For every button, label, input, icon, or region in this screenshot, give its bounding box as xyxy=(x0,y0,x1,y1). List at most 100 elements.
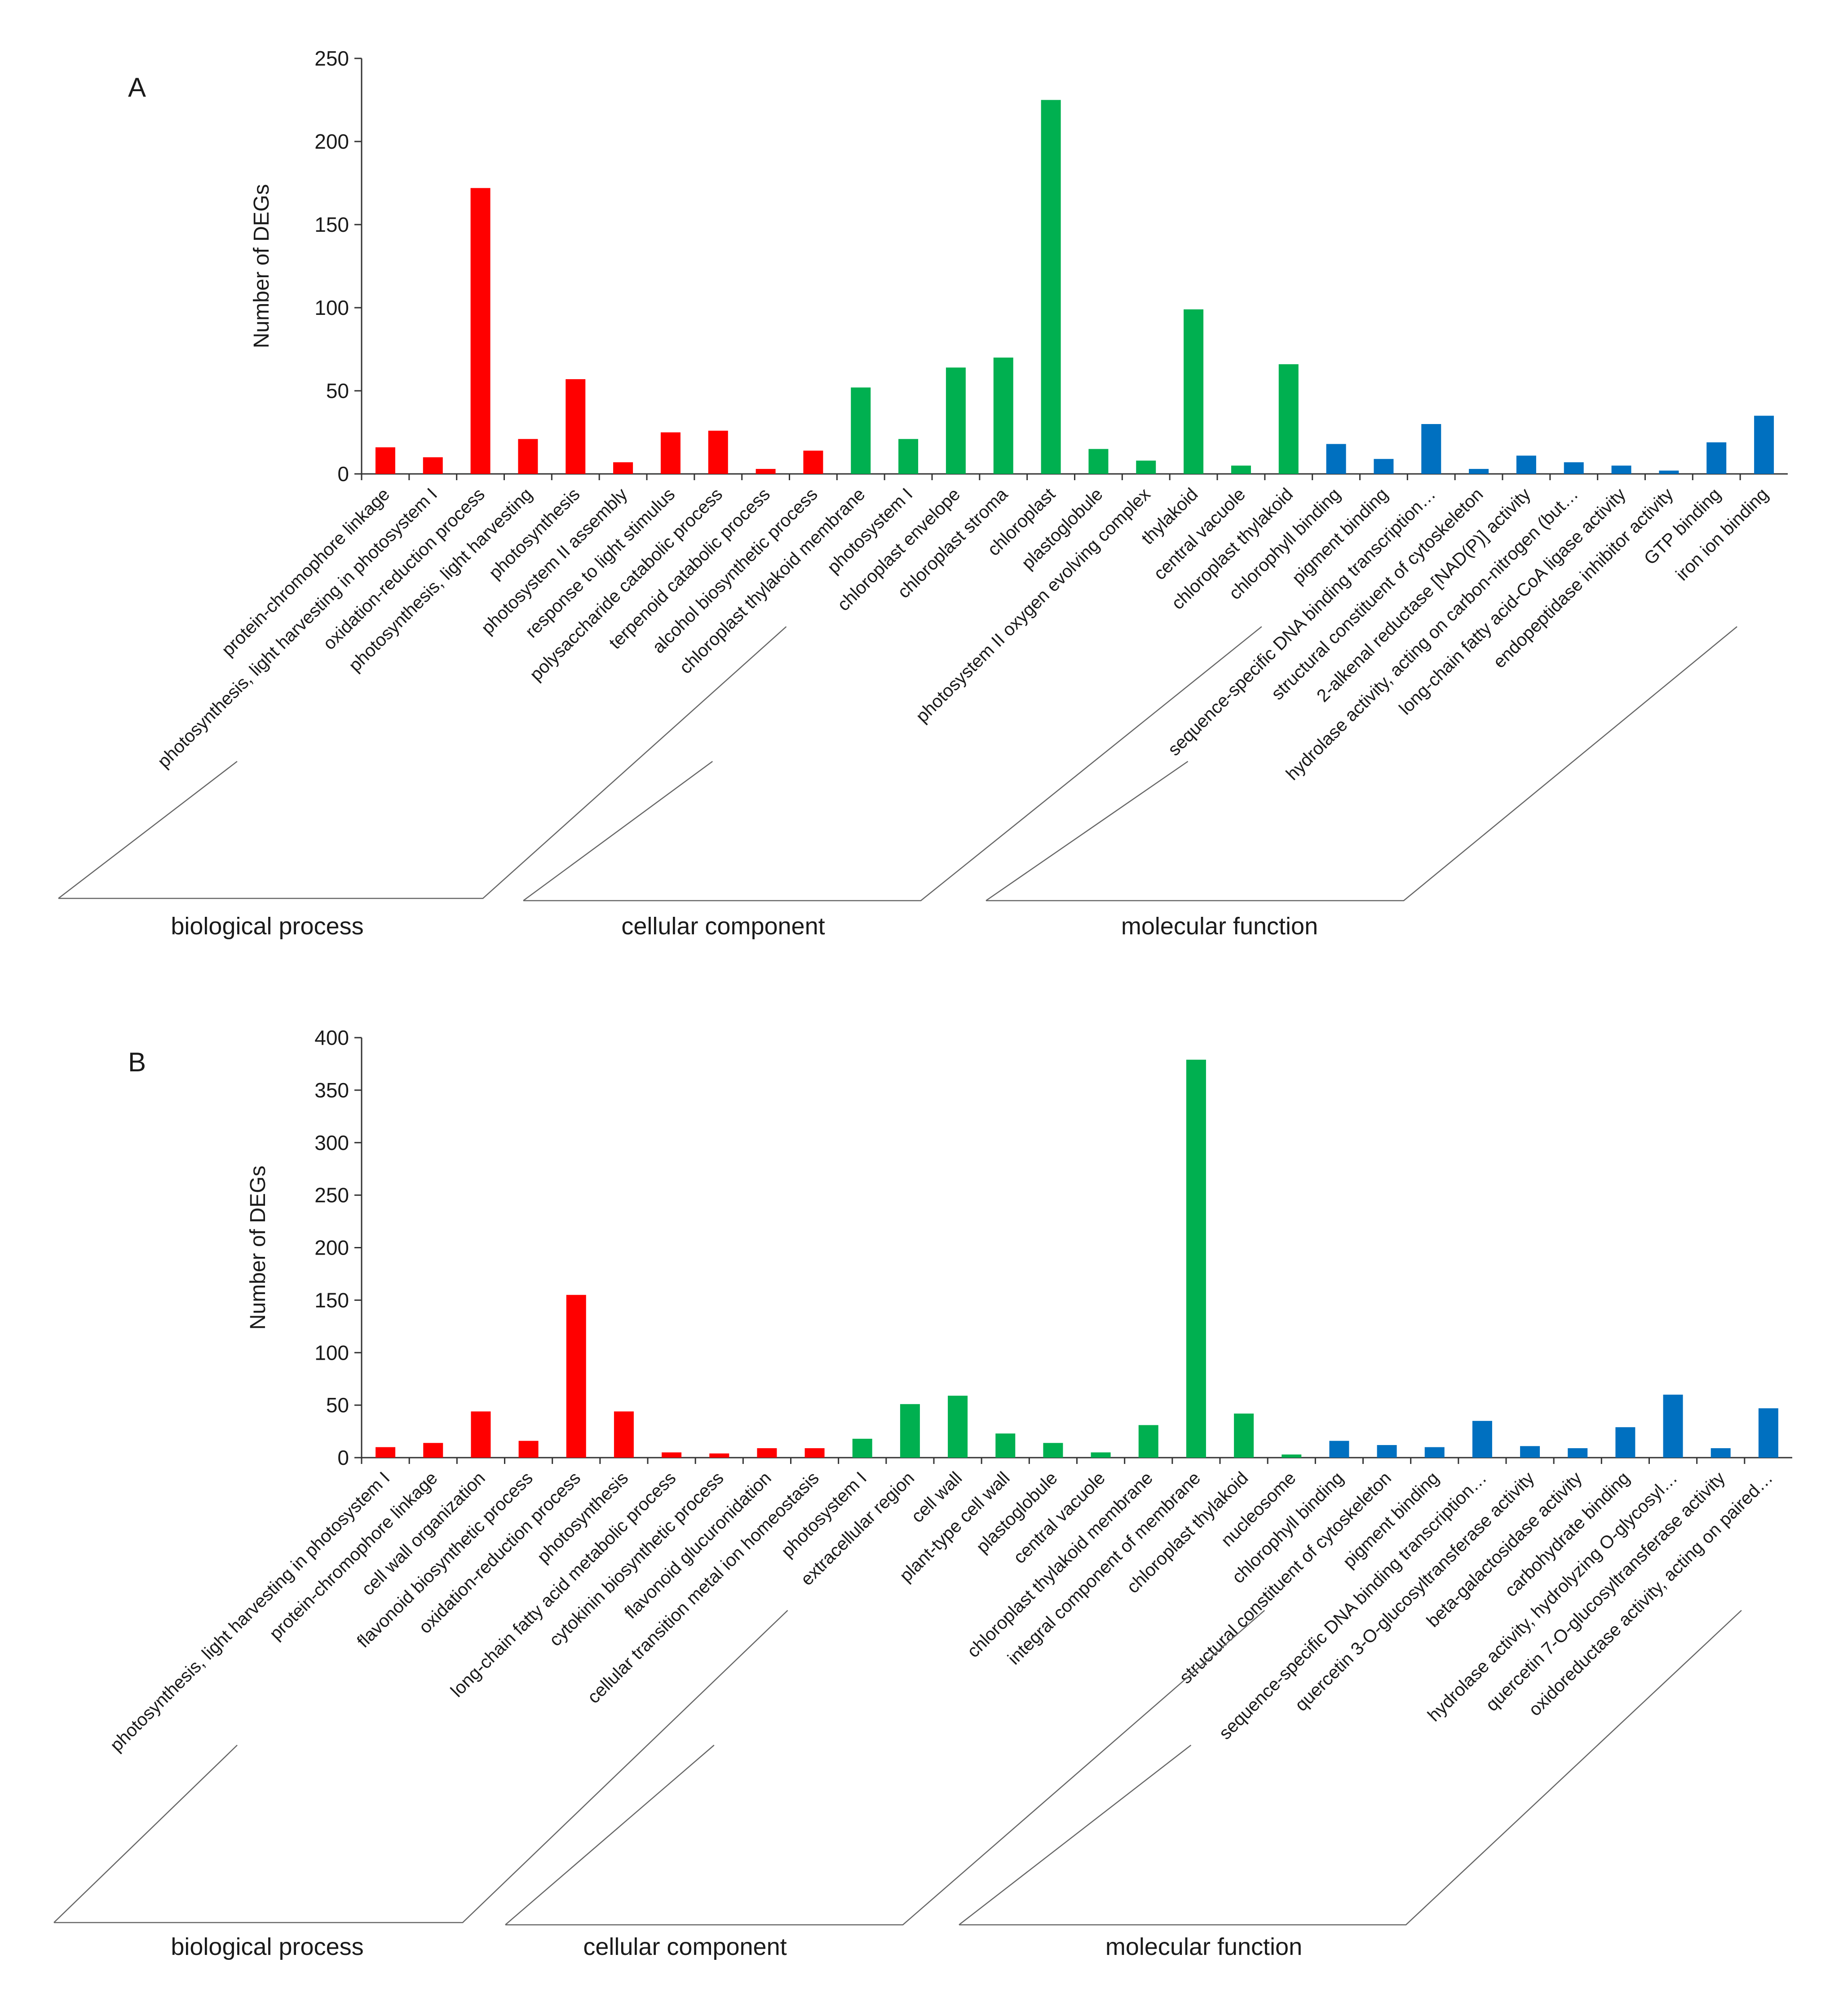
bar xyxy=(1758,1408,1778,1458)
bar xyxy=(518,439,538,474)
bar xyxy=(566,379,586,474)
bar xyxy=(1234,1413,1254,1458)
group-bracket xyxy=(986,626,1737,902)
bar xyxy=(470,188,491,474)
y-tick-label: 150 xyxy=(314,1288,349,1312)
x-category-label: cytokinin biosynthetic process xyxy=(545,1468,727,1650)
y-tick-label: 100 xyxy=(314,296,349,319)
x-category-label: photosynthesis, light harvesting in phot… xyxy=(106,1468,394,1755)
panel-label: A xyxy=(128,72,146,102)
y-tick-label: 250 xyxy=(314,1184,349,1207)
bar xyxy=(613,462,633,474)
panel-label: B xyxy=(128,1047,146,1077)
chart-panel-b: B 0 50 100 150 200 250 300 350 400 Number of DEGs p… xyxy=(53,1026,1792,1960)
bar xyxy=(1516,455,1536,474)
bar xyxy=(1663,1394,1683,1458)
y-tick-label: 50 xyxy=(326,1393,349,1417)
y-tick-label: 400 xyxy=(314,1026,349,1049)
bar xyxy=(1278,364,1299,474)
bar xyxy=(993,358,1013,474)
y-tick-label: 100 xyxy=(314,1341,349,1364)
bar xyxy=(423,1443,443,1458)
bar xyxy=(614,1411,634,1458)
bar xyxy=(898,439,919,474)
group-bracket xyxy=(505,1610,1265,1926)
x-category-label: flavonoid biosynthetic process xyxy=(353,1468,536,1651)
bar xyxy=(1754,416,1774,474)
bar xyxy=(1520,1446,1540,1458)
group-label: biological process xyxy=(171,1933,363,1960)
bar xyxy=(375,447,395,474)
bar xyxy=(995,1433,1016,1458)
bar xyxy=(948,1396,968,1458)
bar xyxy=(1041,100,1061,474)
bar xyxy=(1186,1060,1206,1458)
bar xyxy=(946,367,966,474)
y-tick-label: 0 xyxy=(337,462,349,486)
group-label: biological process xyxy=(171,913,363,940)
y-tick-label: 0 xyxy=(337,1446,349,1469)
bar xyxy=(1377,1445,1397,1458)
group-bracket xyxy=(53,1610,788,1923)
bar xyxy=(1659,470,1679,474)
group-bracket xyxy=(58,626,787,899)
y-tick-label: 350 xyxy=(314,1079,349,1102)
bar xyxy=(1088,449,1109,474)
group-label: molecular function xyxy=(1121,913,1318,940)
group-bracket xyxy=(523,626,1262,902)
bar xyxy=(1231,465,1251,474)
y-tick-label: 150 xyxy=(314,213,349,236)
y-axis-title: Number of DEGs xyxy=(246,1166,270,1330)
bar xyxy=(803,451,823,474)
bar xyxy=(1710,1448,1731,1458)
y-tick-label: 300 xyxy=(314,1131,349,1154)
bar xyxy=(662,1452,682,1458)
y-tick-label: 250 xyxy=(314,47,349,70)
bar xyxy=(518,1441,539,1458)
bar xyxy=(1706,442,1727,474)
bar xyxy=(1329,1441,1349,1458)
bar xyxy=(660,432,681,474)
bar xyxy=(1564,462,1584,474)
bar xyxy=(566,1295,586,1458)
y-tick-label: 200 xyxy=(314,130,349,153)
y-tick-label: 200 xyxy=(314,1236,349,1260)
bar xyxy=(1138,1425,1158,1458)
bar xyxy=(709,1453,729,1458)
bar xyxy=(1611,465,1631,474)
group-label: cellular component xyxy=(621,913,825,940)
bar xyxy=(471,1411,491,1458)
bar xyxy=(851,387,871,474)
y-axis-title: Number of DEGs xyxy=(250,184,274,348)
bar xyxy=(1615,1427,1635,1458)
bar xyxy=(1043,1443,1063,1458)
bar xyxy=(1421,424,1441,474)
x-category-label: plastoglobule xyxy=(1018,484,1107,573)
bar xyxy=(1136,460,1156,474)
bar xyxy=(852,1438,872,1458)
bar xyxy=(1184,309,1204,474)
bar xyxy=(757,1448,777,1458)
bar xyxy=(1326,444,1346,474)
bar xyxy=(1424,1447,1445,1458)
group-label: molecular function xyxy=(1105,1933,1302,1960)
bar xyxy=(1472,1421,1492,1458)
bar xyxy=(708,430,728,474)
y-tick-label: 50 xyxy=(326,379,349,402)
bar xyxy=(1374,459,1394,474)
bar xyxy=(423,457,443,474)
bar xyxy=(376,1447,396,1458)
x-category-label: photosystem I xyxy=(778,1468,871,1561)
bar xyxy=(1282,1454,1302,1458)
bar xyxy=(900,1404,920,1458)
bar xyxy=(1091,1452,1111,1458)
group-bracket xyxy=(959,1610,1742,1926)
bar xyxy=(1469,469,1489,474)
bar xyxy=(756,469,776,474)
bar xyxy=(1568,1448,1588,1458)
x-category-label: photosystem I xyxy=(823,484,916,577)
group-label: cellular component xyxy=(583,1933,787,1960)
bar xyxy=(804,1448,825,1458)
